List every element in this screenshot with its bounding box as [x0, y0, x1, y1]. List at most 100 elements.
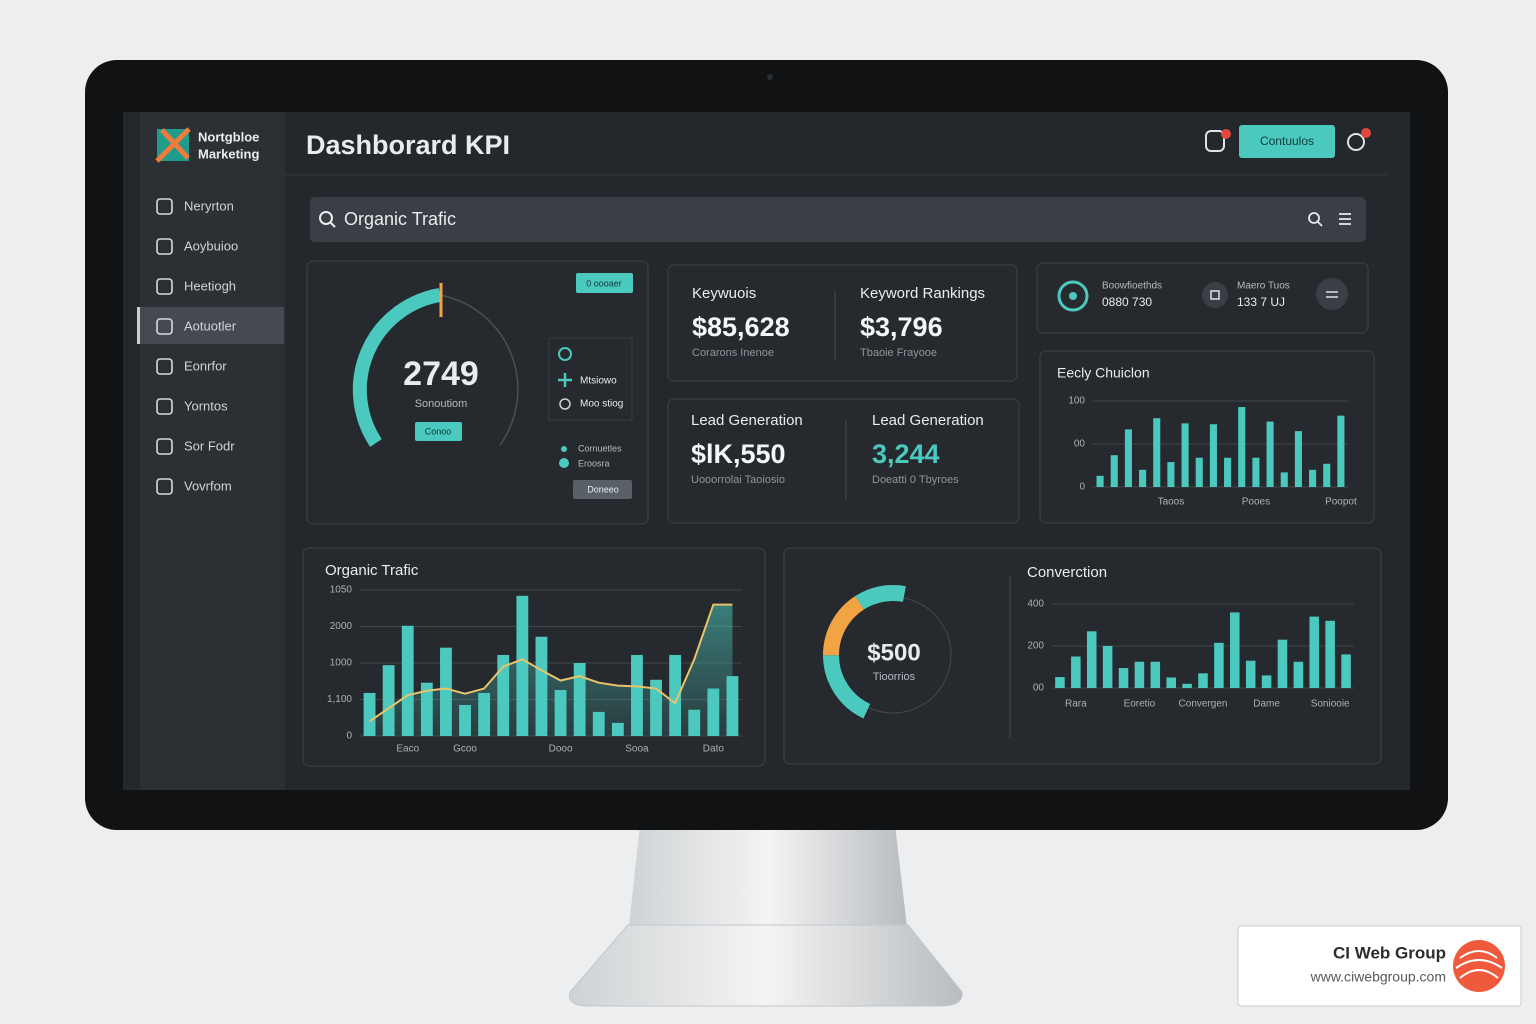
bar [1166, 677, 1176, 688]
bar [1309, 469, 1317, 487]
donut-segment [855, 585, 906, 610]
chip[interactable] [576, 273, 633, 293]
nav-icon [156, 278, 173, 295]
nav-icon [156, 478, 173, 495]
nav-item[interactable]: Neryrton [184, 198, 234, 213]
y-tick-label: 2000 [330, 621, 353, 632]
x-tick-label: Soniooie [1311, 699, 1350, 710]
bar [1261, 675, 1272, 688]
bar [1118, 668, 1129, 688]
bar [1209, 424, 1217, 487]
donut-segment [823, 654, 871, 719]
header-button-label[interactable]: Contuulos [1260, 134, 1314, 148]
y-tick-label: 200 [1027, 641, 1044, 652]
x-tick-label: Sooa [625, 744, 649, 755]
legend-icon [559, 458, 569, 468]
kpi-caption: Tbaoie Frayooe [860, 347, 937, 359]
search-bar[interactable] [310, 197, 1366, 242]
x-tick-label: Rara [1065, 699, 1087, 710]
legend-item: Mtsiowo [580, 376, 617, 387]
nav-item[interactable]: Yorntos [184, 398, 228, 413]
stat-button[interactable] [1316, 278, 1348, 310]
stat-icon [1069, 292, 1077, 300]
bar [1309, 616, 1320, 688]
bar [1325, 620, 1335, 688]
stat-label: Boowfioethds [1102, 281, 1162, 292]
bar [1238, 407, 1246, 487]
bar [1224, 457, 1232, 487]
y-tick-label: 0 [1079, 482, 1085, 493]
bar [669, 654, 682, 736]
bar [1134, 661, 1145, 688]
icon-button[interactable] [1205, 129, 1231, 152]
bar [1341, 654, 1351, 688]
area [369, 604, 733, 736]
bar [363, 692, 376, 736]
gauge-track [439, 294, 519, 446]
gauge-button[interactable] [415, 422, 462, 441]
bar [1252, 457, 1260, 487]
search-tools[interactable] [1308, 212, 1351, 227]
bar [1214, 642, 1224, 688]
bar [1323, 463, 1331, 487]
nav-item[interactable]: Eonrfor [184, 358, 227, 373]
legend-item: Eroosra [578, 458, 610, 468]
y-tick-label: 100 [1068, 396, 1085, 407]
legend-icon [558, 373, 572, 387]
line [368, 603, 733, 723]
stat-icon [1210, 290, 1220, 300]
kpi-title: Keyword Rankings [860, 285, 985, 302]
bar [1230, 612, 1240, 688]
x-tick-label: Poopot [1325, 497, 1357, 508]
watermark-logo [1455, 950, 1503, 979]
chip-label[interactable]: 0 oooaer [586, 278, 622, 288]
bar [1110, 455, 1118, 487]
y-tick-label: 0 [346, 731, 352, 742]
stand-neck [628, 825, 908, 935]
kpi-caption: Uooorrolai Taoiosio [691, 474, 785, 486]
bar [1153, 418, 1161, 487]
y-tick-label: 00 [1033, 683, 1045, 694]
kpi-caption: Corarons Inenoe [692, 347, 774, 359]
action-button-label[interactable]: Doneeo [587, 484, 619, 494]
nav-item[interactable]: Aoybuioo [184, 238, 238, 253]
chart-title: Organic Trafic [325, 562, 419, 579]
y-tick-label: 00 [1074, 439, 1086, 450]
nav-icon [156, 438, 173, 455]
y-tick-label: 1050 [330, 585, 353, 596]
nav-icon [156, 238, 173, 255]
gauge-arc [352, 288, 442, 447]
stat-value: 0880 730 [1102, 295, 1152, 309]
y-tick-label: 1000 [330, 658, 353, 669]
nav-icon [156, 358, 173, 375]
header-button[interactable] [1239, 125, 1335, 158]
x-tick-label: Pooes [1242, 497, 1270, 508]
watermark-logo [1453, 940, 1505, 992]
action-button[interactable] [573, 480, 632, 499]
bar [1337, 415, 1345, 487]
bar [1055, 677, 1065, 688]
kpi-value: $85,628 [692, 312, 790, 342]
nav-item[interactable]: Heetiogh [184, 278, 236, 293]
nav-item[interactable]: Sor Fodr [184, 438, 235, 453]
chart-title: Eecly Chuiclon [1057, 365, 1150, 381]
brand: Marketing [198, 146, 259, 161]
kpi-card [667, 264, 1018, 382]
x-tick-label: Taoos [1158, 497, 1185, 508]
legend-icon [561, 446, 567, 452]
kpi-value: $3,796 [860, 312, 943, 342]
nav-item[interactable]: Aotuotler [184, 318, 237, 333]
y-tick-label: 400 [1027, 599, 1044, 610]
stat-label: Maero Tuos [1237, 281, 1290, 292]
donut-label: Tioorrios [873, 671, 916, 683]
search-text[interactable]: Organic Trafic [344, 209, 456, 229]
gauge-button-label[interactable]: Conoo [425, 426, 452, 436]
kpi-value: $lK,550 [691, 439, 786, 469]
bar [1124, 429, 1132, 487]
kpi-title: Lead Generation [691, 412, 803, 429]
legend-item: Cornuetles [578, 443, 622, 453]
camera [767, 74, 773, 80]
nav-item[interactable]: Vovrfom [184, 478, 232, 493]
icon-button[interactable] [1347, 128, 1371, 151]
kpi-caption: Doeatti 0 Tbyroes [872, 474, 959, 486]
